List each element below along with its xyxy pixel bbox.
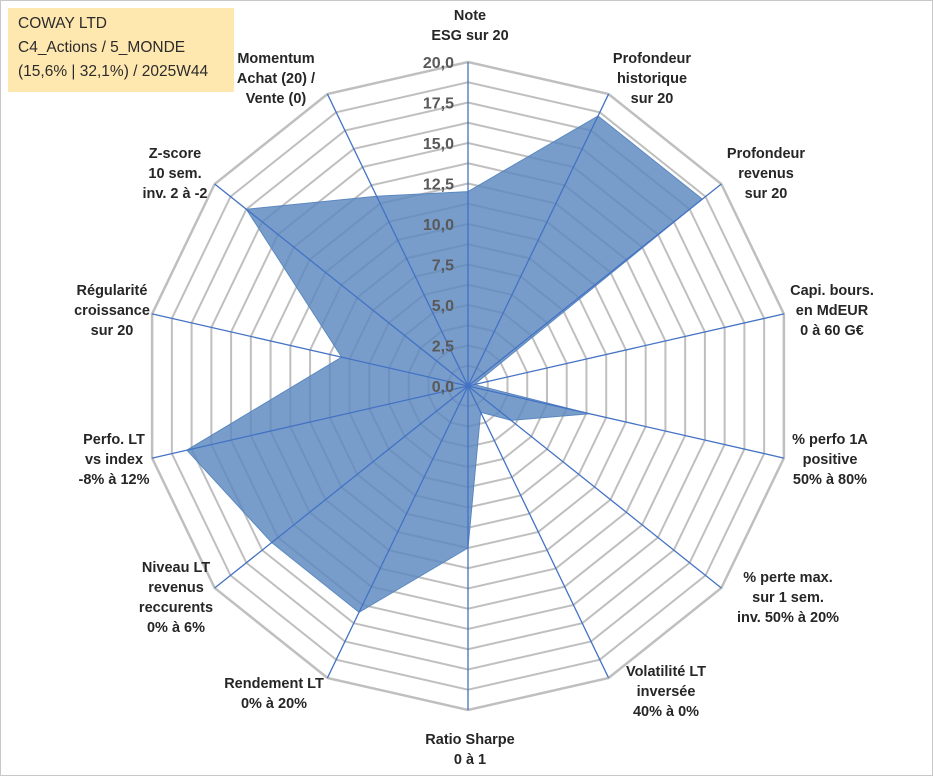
tick-label: 12,5 <box>423 177 454 194</box>
tick-label: 15,0 <box>423 136 454 153</box>
axis-spoke <box>467 313 785 387</box>
axis-label: Régularité croissance sur 20 <box>74 283 150 339</box>
axis-label: Perfo. LT vs index -8% à 12% <box>79 432 150 488</box>
axis-label: Niveau LT revenus reccurents 0% à 6% <box>139 560 213 636</box>
performance-week: (15,6% | 32,1%) / 2025W44 <box>18 63 209 80</box>
radar-axis-labels: Note ESG sur 20 Profondeur historique sur 20… <box>74 8 874 768</box>
axis-spoke <box>467 385 785 459</box>
tick-label: 0,0 <box>432 379 454 396</box>
axis-label: Capi. bours. en MdEUR 0 à 60 G€ <box>790 283 874 339</box>
axis-spoke <box>214 385 469 589</box>
axis-label: Z-score 10 sem. inv. 2 à -2 <box>142 146 207 202</box>
axis-spoke <box>214 183 469 387</box>
tick-label: 10,0 <box>423 217 454 234</box>
axis-spoke <box>326 93 469 387</box>
tick-label: 17,5 <box>423 96 454 113</box>
axis-spoke <box>467 93 610 387</box>
axis-label: % perfo 1A positive 50% à 80% <box>792 432 868 488</box>
axis-spoke <box>151 385 469 459</box>
axis-spoke <box>467 183 722 387</box>
axis-label: Volatilité LT inversée 40% à 0% <box>626 664 706 720</box>
tick-label: 2,5 <box>432 339 454 356</box>
tick-label: 20,0 <box>423 55 454 72</box>
axis-label: Profondeur historique sur 20 <box>613 51 691 107</box>
axis-label: Momentum Achat (20) / Vente (0) <box>237 51 315 107</box>
axis-spoke <box>467 385 610 679</box>
axis-spoke <box>326 385 469 679</box>
axis-spoke <box>467 385 722 589</box>
axis-spoke <box>151 313 469 387</box>
company-name: COWAY LTD <box>18 15 107 32</box>
axis-label: Profondeur revenus sur 20 <box>727 146 805 202</box>
tick-label: 7,5 <box>432 258 454 275</box>
axis-label: Ratio Sharpe 0 à 1 <box>425 732 514 768</box>
radar-tick-labels: 0,0 2,5 5,0 7,5 10,0 12,5 15,0 17,5 20,0 <box>423 55 454 396</box>
info-box: COWAY LTD C4_Actions / 5_MONDE (15,6% | … <box>8 8 234 92</box>
tick-label: 5,0 <box>432 298 454 315</box>
axis-label: % perte max. sur 1 sem. inv. 50% à 20% <box>737 570 839 626</box>
axis-label: Rendement LT 0% à 20% <box>224 676 324 712</box>
portfolio-category: C4_Actions / 5_MONDE <box>18 39 186 56</box>
axis-label: Note ESG sur 20 <box>431 8 508 44</box>
radar-axes <box>151 62 785 710</box>
